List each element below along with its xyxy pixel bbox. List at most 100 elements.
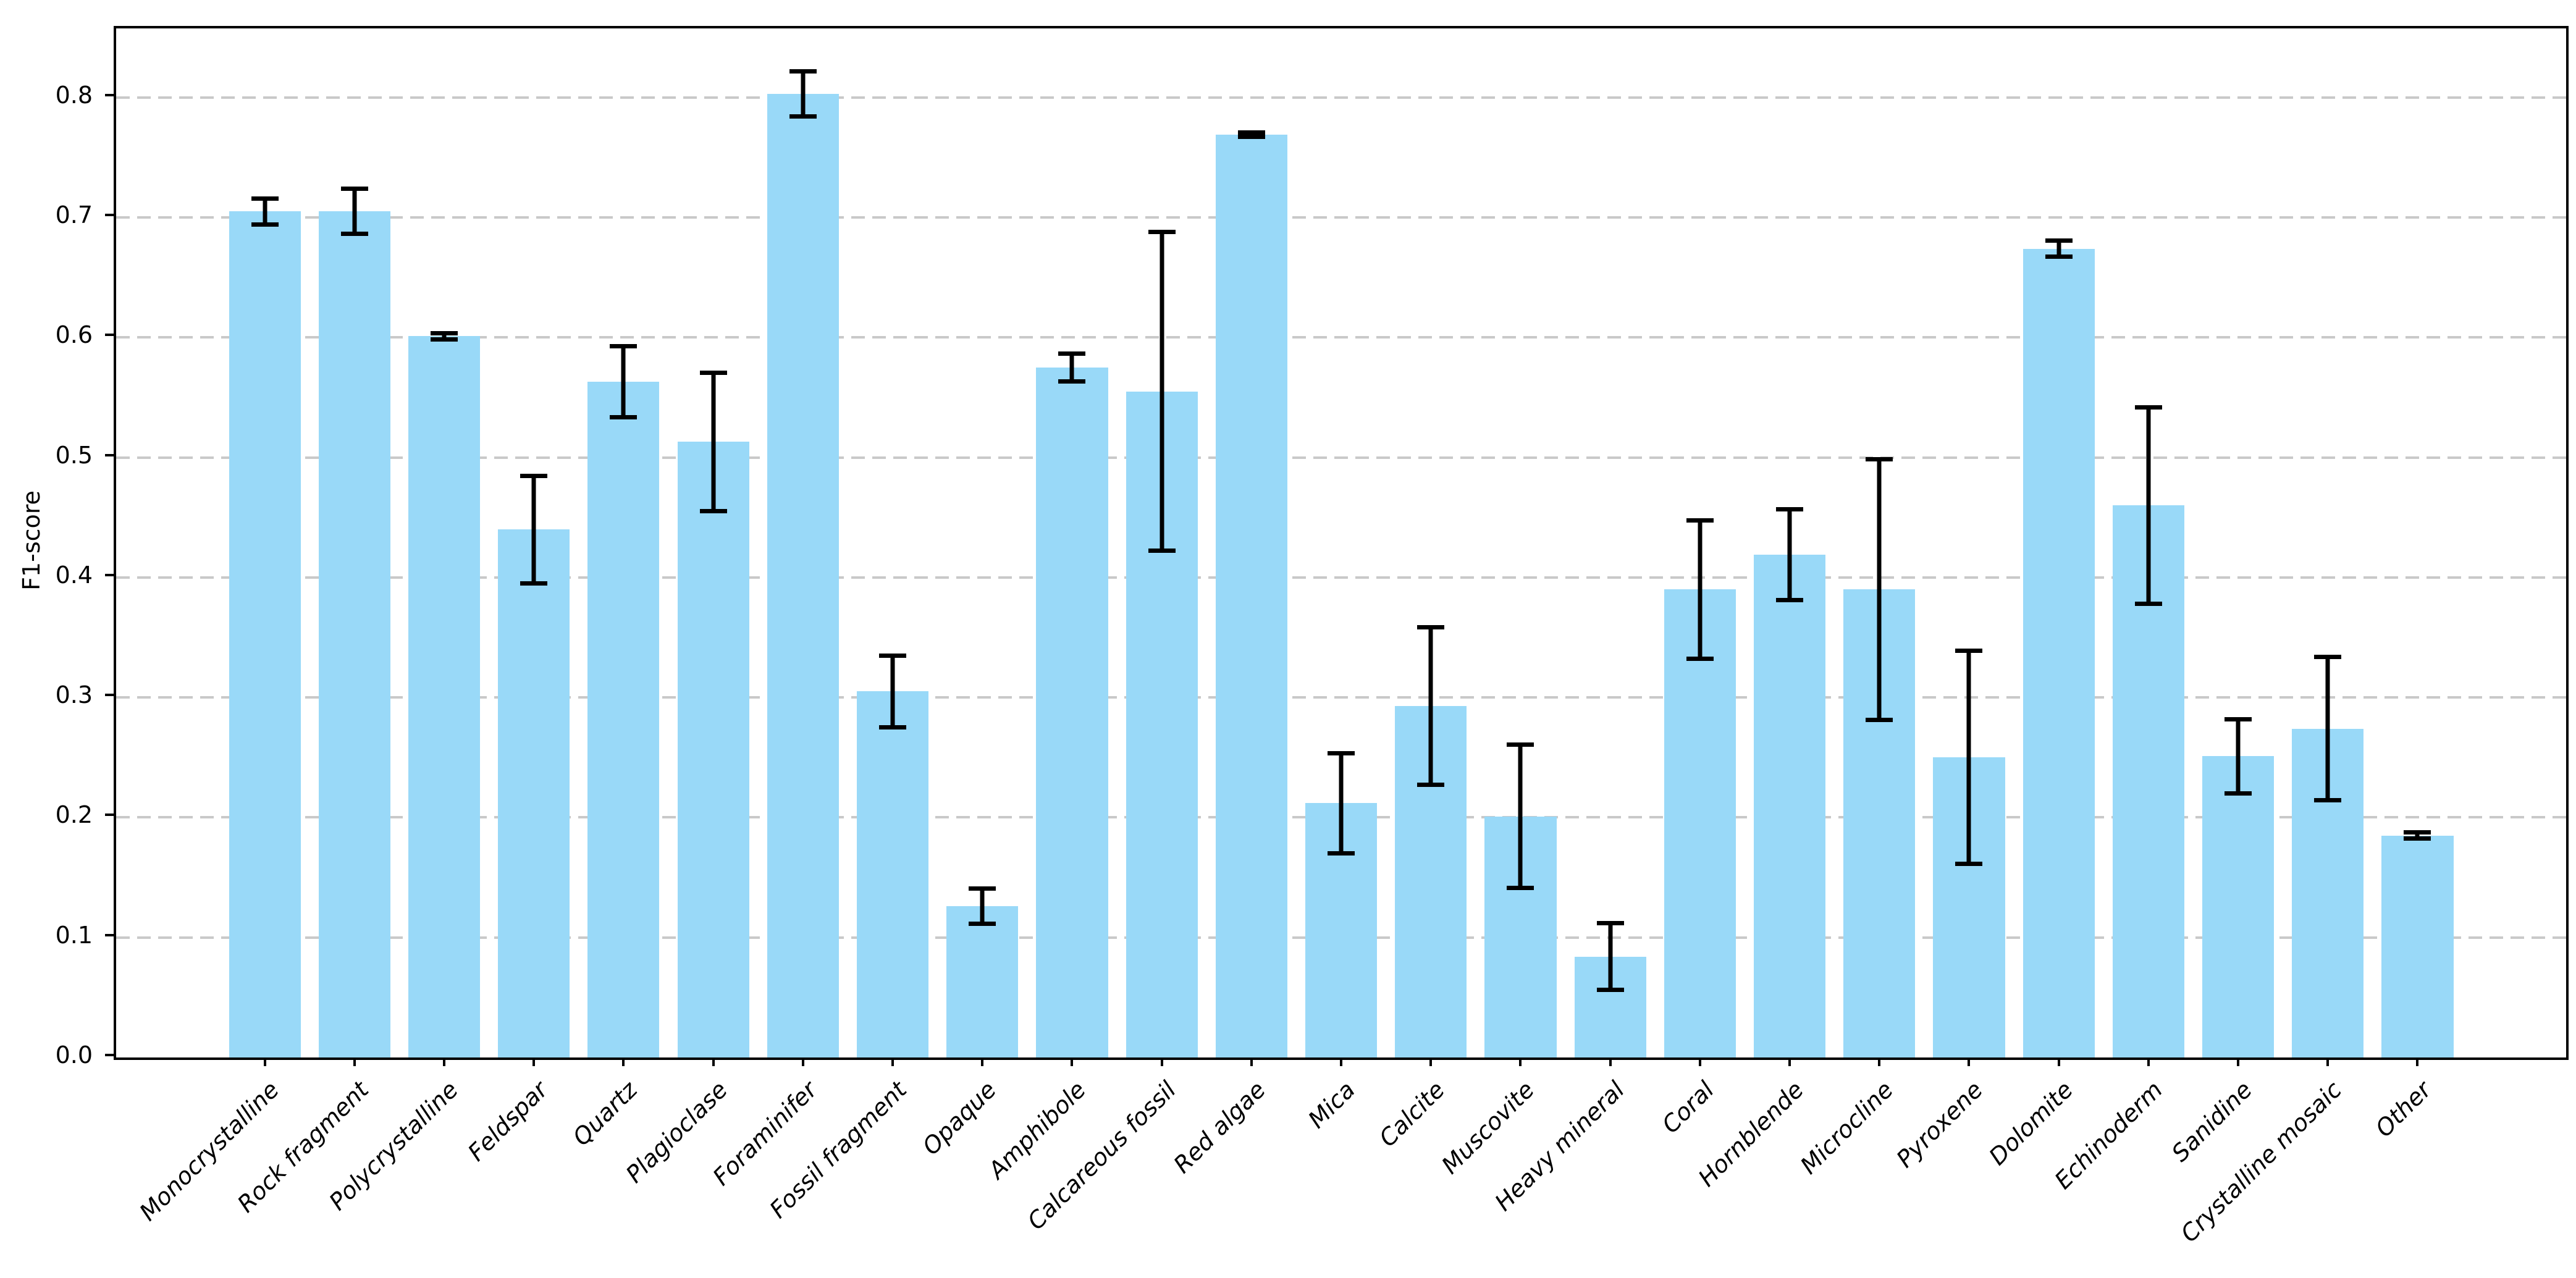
- error-bar: [969, 886, 996, 927]
- x-tick-mark: [2057, 1057, 2060, 1066]
- y-tick-label: 0.3: [55, 681, 93, 709]
- error-bar: [699, 370, 727, 513]
- error-bar: [2045, 238, 2073, 259]
- error-bar-cap-bottom: [2314, 798, 2342, 803]
- error-bar-cap-bottom: [610, 415, 638, 420]
- y-tick-label: 0.5: [55, 441, 93, 469]
- gridline-0.8: [116, 96, 2566, 99]
- plot-area: Monocrystalline Rock fragment Polycrystall…: [114, 26, 2569, 1248]
- bar-slot: Rock fragment: [232, 28, 399, 1217]
- error-bar-line: [621, 345, 626, 418]
- error-bar-cap-top: [1955, 649, 1983, 654]
- bar: [2202, 756, 2275, 1057]
- y-tick-label: 0.6: [55, 321, 93, 349]
- error-bar-cap-top: [1148, 230, 1176, 235]
- error-bar-cap-bottom: [1058, 379, 1086, 384]
- x-tick-label: Quartz: [568, 1076, 643, 1151]
- x-tick-label: Sanidine: [2166, 1076, 2258, 1167]
- error-bar: [2404, 830, 2431, 841]
- error-bar-cap-bottom: [251, 222, 279, 227]
- error-bar-line: [1608, 923, 1613, 991]
- error-bar-cap-top: [1596, 921, 1624, 926]
- x-tick-mark: [2147, 1057, 2150, 1066]
- bar-slot: Crystalline mosaic: [2176, 28, 2373, 1248]
- bar: [229, 211, 301, 1057]
- bar-slot: Fossil fragment: [764, 28, 937, 1224]
- x-tick-mark: [263, 1057, 266, 1066]
- x-tick-mark: [1340, 1057, 1343, 1066]
- bar-slot: Foraminifer: [707, 28, 848, 1191]
- bar-slot: Monocrystalline: [134, 28, 309, 1226]
- error-bar: [1237, 130, 1265, 139]
- error-bar-cap-bottom: [1596, 988, 1624, 993]
- bar-slot: Heavy mineral: [1489, 28, 1655, 1216]
- error-bar-cap-bottom: [2404, 836, 2431, 841]
- bar: [1664, 589, 1736, 1057]
- bar-slot: Amphibole: [983, 28, 1117, 1184]
- x-tick-label: Feldspar: [463, 1076, 554, 1167]
- error-bar-line: [1339, 752, 1344, 854]
- error-bar-cap-top: [1237, 130, 1265, 135]
- x-tick-mark: [1698, 1057, 1701, 1066]
- error-bar-cap-top: [699, 370, 727, 375]
- bar-slot: Mica: [1296, 28, 1386, 1133]
- error-bar-line: [1877, 458, 1882, 721]
- bar-slot: Coral: [1655, 28, 1745, 1138]
- bar-slot: Echinoderm: [2049, 28, 2193, 1195]
- x-tick-mark: [443, 1057, 445, 1066]
- bar-slot: Microcline: [1795, 28, 1924, 1179]
- x-tick-mark: [2416, 1057, 2419, 1066]
- bar-slot: Other: [2370, 28, 2462, 1142]
- error-bar-cap-top: [251, 196, 279, 201]
- x-tick-mark: [712, 1057, 715, 1066]
- y-tick-mark: [105, 813, 114, 817]
- error-bar-cap-bottom: [520, 581, 548, 586]
- error-bar-cap-bottom: [1237, 134, 1265, 139]
- bar-slot: Red algae: [1168, 28, 1296, 1179]
- error-bar-cap-bottom: [1866, 718, 1893, 723]
- error-bar: [2225, 717, 2252, 796]
- y-tick-mark: [105, 933, 114, 936]
- error-bar-cap-top: [2045, 238, 2073, 243]
- gridline-0.7: [116, 216, 2566, 219]
- error-bar-line: [2415, 831, 2420, 839]
- error-bar-cap-bottom: [1776, 597, 1804, 602]
- error-bar-line: [531, 475, 536, 584]
- error-bar: [1596, 921, 1624, 993]
- bar-slot: Hornblende: [1693, 28, 1834, 1192]
- x-tick-mark: [1071, 1057, 1074, 1066]
- x-tick-label: Red algae: [1168, 1076, 1271, 1179]
- gridline-0.5: [116, 456, 2566, 459]
- error-bar-line: [890, 655, 895, 728]
- x-tick-label: Calcareous fossil: [1022, 1076, 1181, 1235]
- bar-slot: Dolomite: [1984, 28, 2103, 1171]
- error-bar-line: [801, 70, 806, 117]
- error-bar-cap-top: [610, 343, 638, 348]
- error-bar: [520, 473, 548, 586]
- error-bar-line: [2325, 657, 2330, 801]
- x-tick-mark: [1968, 1057, 1971, 1066]
- error-bar-line: [1160, 232, 1164, 552]
- bar: [1753, 554, 1826, 1057]
- bar-slot: Opaque: [917, 28, 1027, 1160]
- error-bar-cap-bottom: [969, 922, 996, 927]
- gridline-0.6: [116, 336, 2566, 339]
- x-tick-mark: [981, 1057, 984, 1066]
- error-bar-cap-bottom: [1328, 851, 1355, 856]
- error-bar-line: [1787, 509, 1792, 600]
- error-bar-cap-bottom: [2045, 254, 2073, 259]
- x-tick-label: Opaque: [917, 1076, 1002, 1161]
- error-bar-line: [1966, 650, 1971, 865]
- x-tick-label: Crystalline mosaic: [2175, 1076, 2347, 1248]
- error-bar-line: [711, 372, 716, 511]
- bar: [677, 442, 749, 1057]
- error-bar: [1866, 456, 1893, 723]
- error-bar: [1328, 750, 1355, 856]
- error-bar-cap-top: [340, 187, 368, 191]
- error-bar-line: [263, 198, 267, 225]
- error-bar: [1686, 518, 1714, 661]
- error-bar-cap-top: [520, 473, 548, 478]
- error-bar: [251, 196, 279, 227]
- error-bar-cap-bottom: [1148, 549, 1176, 553]
